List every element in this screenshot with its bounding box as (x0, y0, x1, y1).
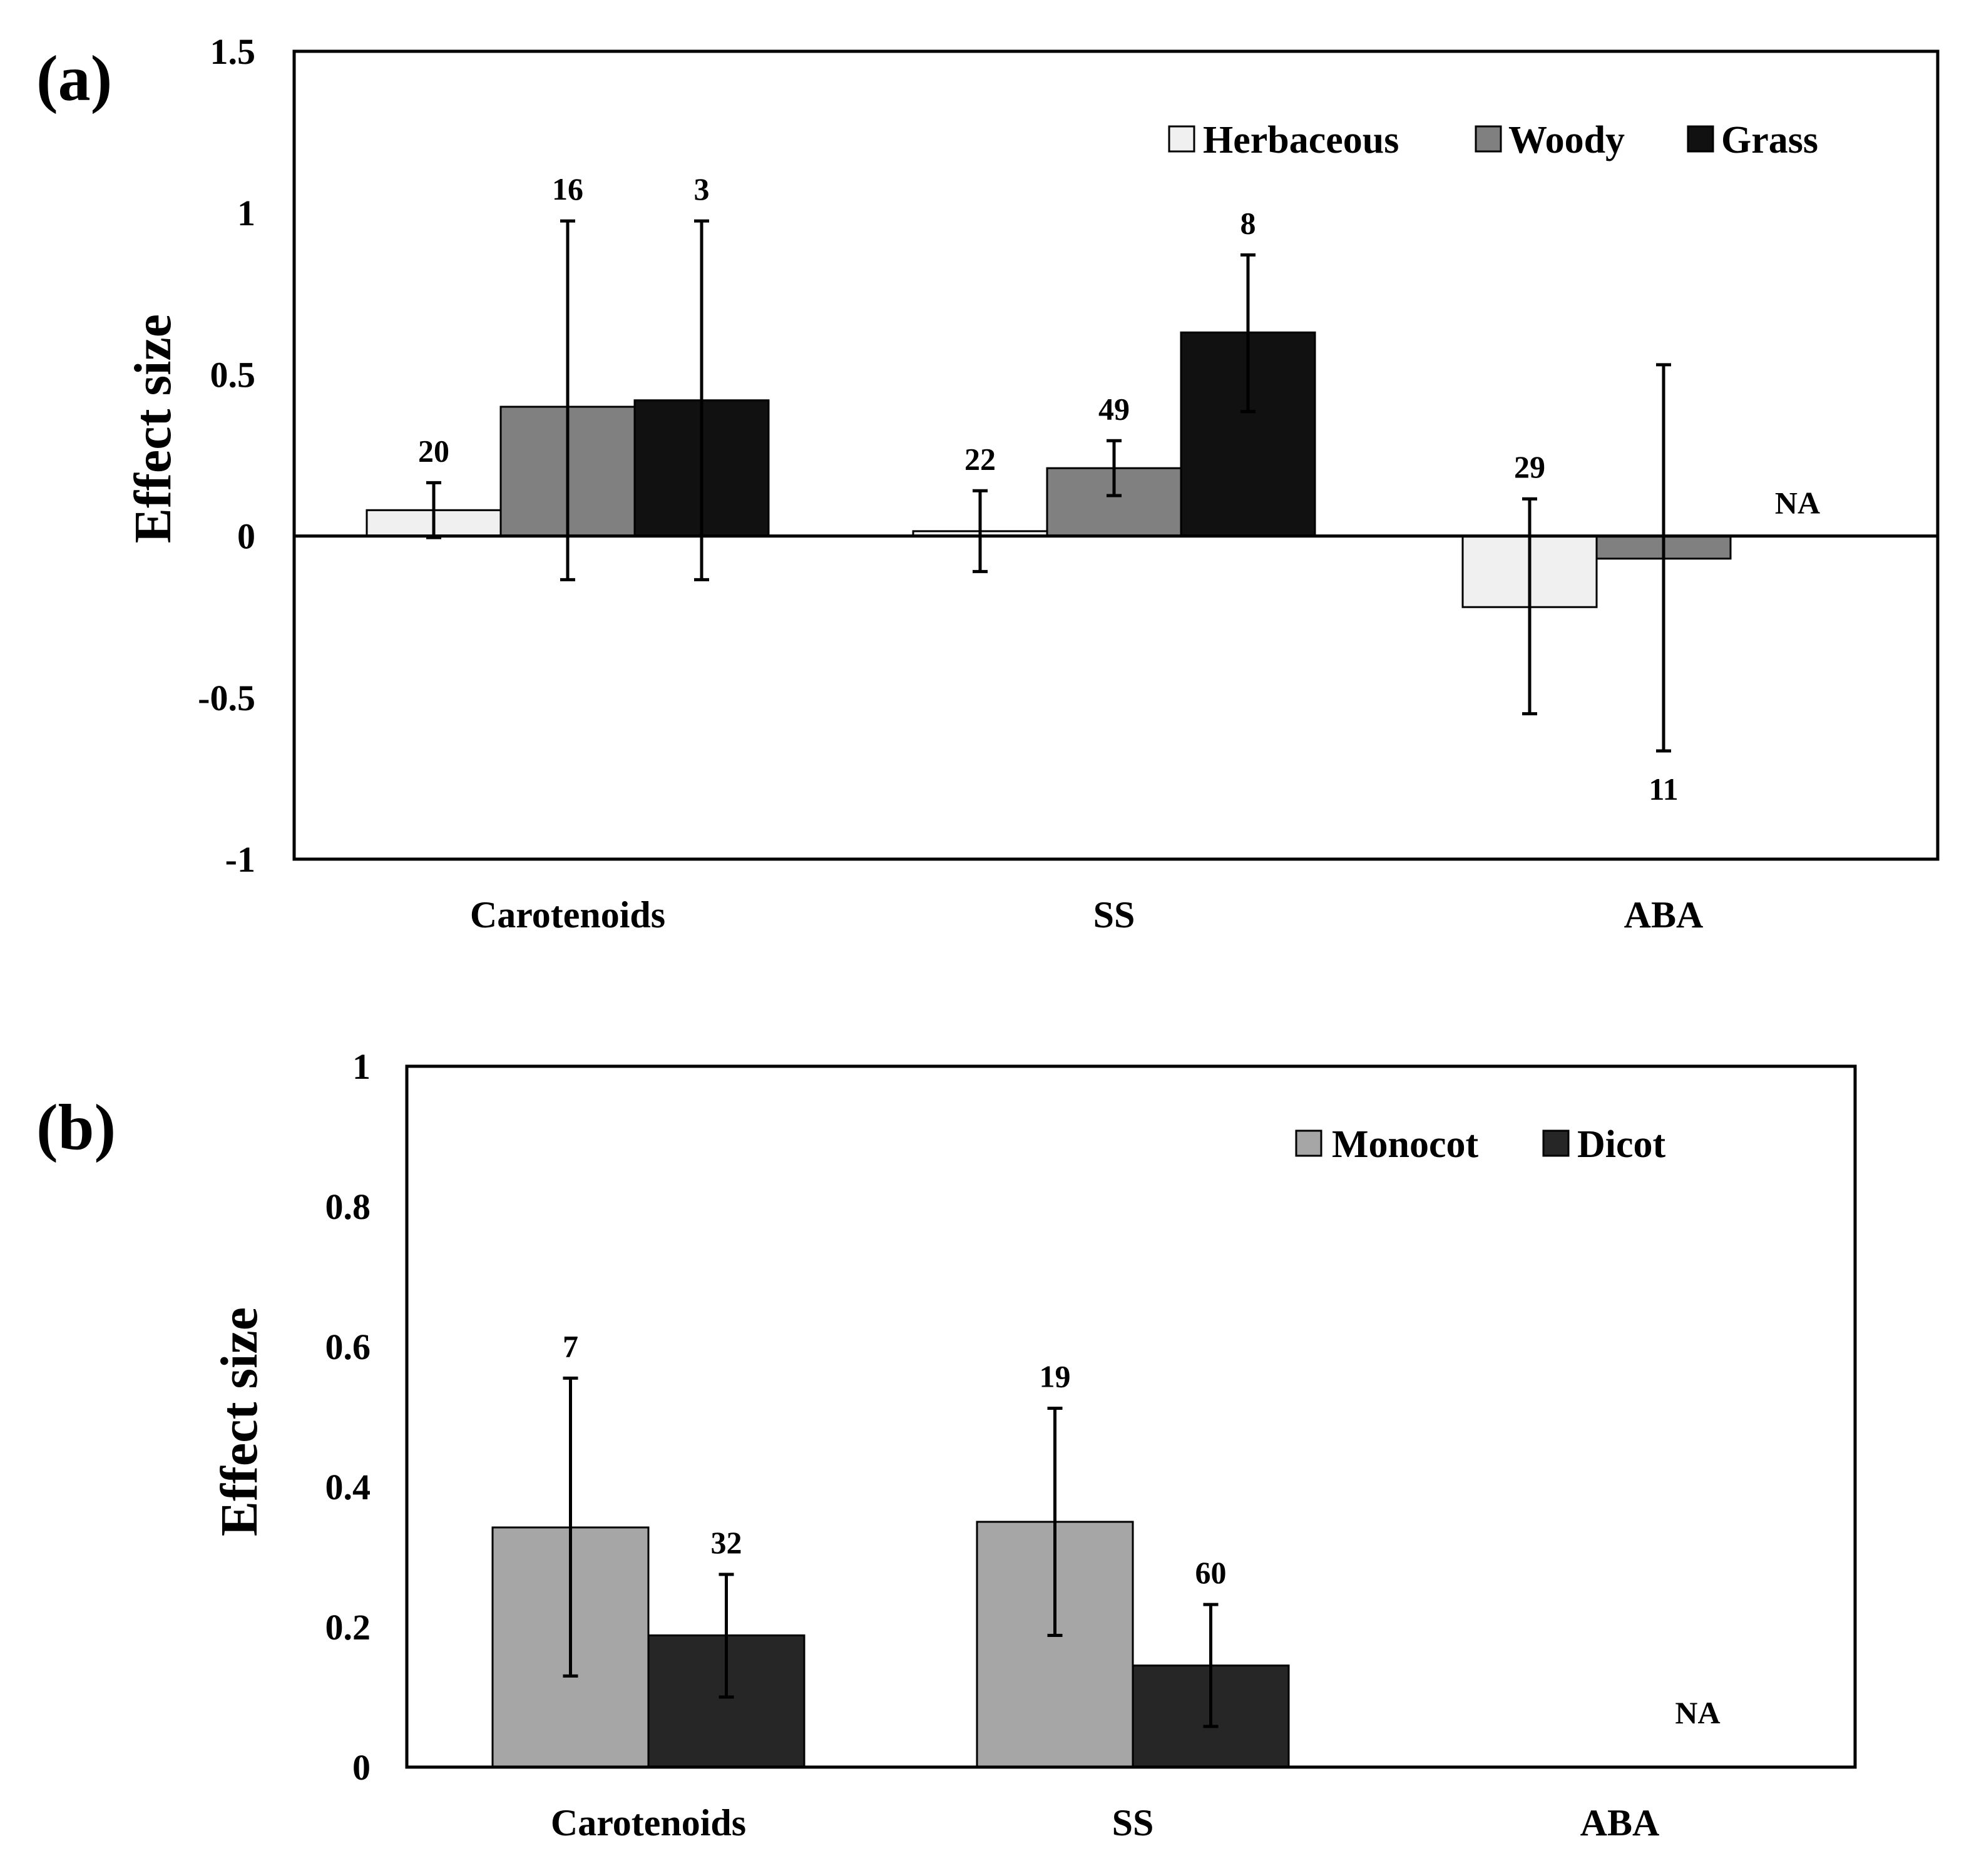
panel-b-chart: (b) Effect size 0 0.2 0.4 0.6 0.8 1 Carotenoids S… (36, 1046, 1857, 1843)
panel-label: (a) (36, 43, 112, 115)
x-category-label: Carotenoids (551, 1802, 746, 1843)
x-category-label: SS (1112, 1802, 1154, 1843)
x-category-label: ABA (1580, 1802, 1660, 1843)
legend-label: Monocot (1332, 1123, 1479, 1166)
legend-swatch (1168, 125, 1195, 153)
y-tick-label: 0.4 (325, 1467, 371, 1507)
sample-size-label: 49 (1098, 391, 1130, 426)
y-tick-label: -1 (225, 839, 255, 880)
y-tick-label: 1.5 (210, 31, 256, 72)
na-label: NA (1775, 486, 1820, 521)
y-tick-label: 0.2 (325, 1607, 371, 1648)
sample-size-label: 8 (1240, 205, 1256, 240)
sample-size-label: 3 (694, 171, 710, 206)
sample-size-label: 7 (563, 1328, 578, 1364)
y-tick-label: 0.5 (210, 354, 256, 395)
sample-size-label: 60 (1195, 1555, 1227, 1590)
y-tick-label: 0.6 (325, 1327, 371, 1367)
legend-label: Dicot (1577, 1123, 1666, 1166)
plot-frame (405, 1064, 1857, 1769)
x-category-label: SS (1093, 894, 1135, 935)
sample-size-label: 16 (552, 171, 583, 206)
legend-swatch (1542, 1129, 1570, 1157)
legend-label: Grass (1721, 119, 1818, 161)
sample-size-label: 11 (1649, 772, 1678, 807)
na-label: NA (1675, 1695, 1720, 1730)
sample-size-label: 29 (1514, 449, 1545, 484)
y-tick-label: 0 (237, 516, 255, 557)
plot-frame (292, 49, 1940, 861)
x-category-label: Carotenoids (470, 894, 665, 935)
panel-label: (b) (36, 1091, 116, 1163)
legend-label: Herbaceous (1203, 119, 1399, 161)
sample-size-label: 32 (711, 1525, 742, 1560)
sample-size-label: 20 (418, 433, 449, 468)
y-tick-label: 1 (352, 1046, 371, 1087)
y-tick-label: 0.8 (325, 1186, 371, 1227)
panel-a-chart: (a) Effect size -1 -0.5 0 0.5 1 1.5 Carotenoids S… (36, 31, 1940, 935)
sample-size-label: 19 (1040, 1359, 1071, 1394)
legend-swatch (1475, 125, 1502, 153)
legend-label: Woody (1508, 119, 1625, 161)
x-category-label: ABA (1624, 894, 1704, 935)
sample-size-label: 22 (964, 441, 996, 476)
legend-swatch (1687, 125, 1714, 153)
y-tick-label: 1 (237, 193, 255, 233)
y-axis-title: Effect size (210, 1307, 269, 1536)
y-tick-label: 0 (352, 1747, 371, 1788)
y-axis-title: Effect size (124, 314, 182, 543)
y-tick-label: -0.5 (198, 678, 255, 718)
legend-swatch (1295, 1129, 1322, 1157)
